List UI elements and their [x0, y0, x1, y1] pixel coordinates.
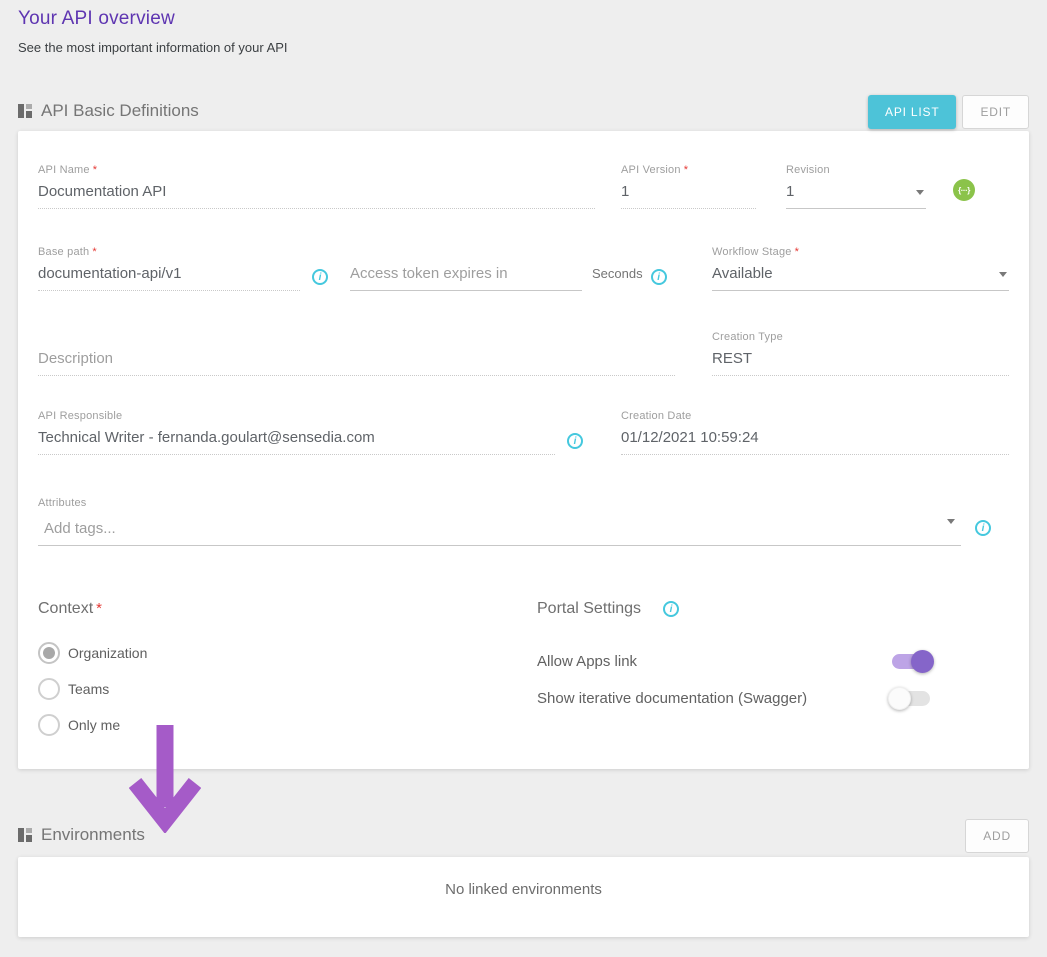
toggle-knob[interactable]: [911, 650, 934, 673]
creation-type-label: Creation Type: [712, 331, 783, 343]
api-responsible-value: Technical Writer - fernanda.goulart@sens…: [38, 422, 555, 455]
api-name-label: API Name *: [38, 164, 98, 176]
basic-definitions-actions: API LIST EDIT: [868, 95, 1029, 129]
chevron-down-icon[interactable]: [999, 272, 1007, 277]
row-basepath-token-workflow: Base path * documentation-api/v1 i Access…: [38, 246, 1009, 291]
environments-card: No linked environments: [18, 857, 1029, 937]
environments-title: Environments: [41, 825, 145, 844]
context-group: Context * Organization Teams Only me: [38, 600, 537, 736]
creation-date-value: 01/12/2021 10:59:24: [621, 422, 1009, 455]
required-asterisk: *: [794, 246, 800, 258]
radio-organization[interactable]: Organization: [38, 642, 537, 664]
toggle-row-swagger-docs: Show iterative documentation (Swagger): [537, 686, 934, 710]
access-token-placeholder: Access token expires in: [350, 258, 582, 291]
info-icon[interactable]: i: [312, 269, 328, 285]
page-subtitle: See the most important information of yo…: [18, 40, 288, 55]
required-asterisk: *: [683, 164, 689, 176]
api-responsible-label: API Responsible: [38, 410, 123, 422]
environments-title-group: Environments: [18, 825, 145, 853]
api-version-label: API Version *: [621, 164, 689, 176]
creation-date-label: Creation Date: [621, 410, 692, 422]
radio-button-icon[interactable]: [38, 642, 60, 664]
radio-only-me[interactable]: Only me: [38, 714, 537, 736]
radio-teams[interactable]: Teams: [38, 678, 537, 700]
seconds-unit-label: Seconds: [592, 266, 643, 281]
attributes-placeholder: Add tags...: [38, 513, 961, 546]
row-api-name-version-revision: API Name * Documentation API API Version *…: [38, 164, 1009, 209]
add-environment-button[interactable]: ADD: [965, 819, 1029, 853]
environments-actions: ADD: [965, 819, 1029, 853]
workflow-stage-select[interactable]: Workflow Stage * Available: [712, 246, 1009, 291]
page-header: Your API overview See the most important…: [0, 0, 1047, 55]
swagger-docs-label: Show iterative documentation (Swagger): [537, 689, 808, 707]
toggle-row-allow-apps-link: Allow Apps link: [537, 649, 934, 673]
context-title: Context *: [38, 600, 102, 617]
chevron-down-icon[interactable]: [916, 190, 924, 195]
radio-button-icon[interactable]: [38, 678, 60, 700]
base-path-value: documentation-api/v1: [38, 258, 300, 291]
api-responsible-field[interactable]: API Responsible Technical Writer - ferna…: [38, 410, 555, 455]
row-responsible-creationdate: API Responsible Technical Writer - ferna…: [38, 410, 1009, 455]
required-asterisk: *: [92, 164, 98, 176]
radio-button-icon[interactable]: [38, 714, 60, 736]
portal-settings-title: Portal Settings: [537, 600, 642, 617]
radio-organization-label: Organization: [68, 645, 148, 661]
radio-teams-label: Teams: [68, 681, 110, 697]
trace-code-icon[interactable]: {···}: [953, 179, 975, 201]
description-field[interactable]: Description: [38, 343, 675, 376]
attributes-tags-input[interactable]: Attributes Add tags...: [38, 497, 961, 546]
edit-button[interactable]: EDIT: [962, 95, 1029, 129]
radio-only-me-label: Only me: [68, 717, 121, 733]
api-version-field[interactable]: API Version * 1: [621, 164, 756, 209]
required-asterisk: *: [92, 246, 97, 258]
info-icon[interactable]: i: [650, 269, 667, 285]
row-attributes: Attributes Add tags... i: [38, 497, 1009, 546]
creation-type-value: REST: [712, 343, 1009, 376]
workflow-stage-value: Available: [712, 258, 1009, 291]
section-grid-icon: [18, 104, 32, 118]
attributes-label: Attributes: [38, 497, 87, 509]
portal-settings-header: Portal Settings i: [537, 600, 934, 618]
info-icon[interactable]: i: [567, 433, 583, 449]
allow-apps-link-label: Allow Apps link: [537, 652, 638, 670]
creation-date-field: Creation Date 01/12/2021 10:59:24: [621, 410, 1009, 455]
required-asterisk: *: [96, 600, 102, 617]
revision-select[interactable]: Revision 1: [786, 164, 926, 209]
info-icon[interactable]: i: [975, 520, 991, 536]
description-placeholder: Description: [38, 343, 675, 376]
access-token-field[interactable]: Access token expires in: [350, 258, 582, 291]
base-path-field[interactable]: Base path * documentation-api/v1: [38, 246, 300, 291]
basic-definitions-title-group: API Basic Definitions: [18, 101, 199, 129]
revision-value: 1: [786, 176, 926, 209]
base-path-label: Base path *: [38, 246, 97, 258]
basic-definitions-card: API Name * Documentation API API Version *…: [18, 131, 1029, 769]
portal-settings-group: Portal Settings i Allow Apps link Show i…: [537, 600, 934, 710]
info-icon[interactable]: i: [663, 601, 680, 617]
revision-label: Revision: [786, 164, 830, 176]
row-context-portal: Context * Organization Teams Only me Port…: [38, 600, 1009, 736]
environments-header: Environments ADD: [18, 819, 1029, 853]
chevron-down-icon[interactable]: [947, 519, 955, 524]
workflow-stage-label: Workflow Stage *: [712, 246, 800, 258]
page-title: Your API overview: [18, 8, 175, 29]
section-grid-icon: [18, 828, 32, 842]
creation-type-field: Creation Type REST: [712, 331, 1009, 376]
swagger-docs-toggle[interactable]: [888, 686, 934, 710]
api-name-field[interactable]: API Name * Documentation API: [38, 164, 595, 209]
row-description-creationtype: Description Creation Type REST: [38, 331, 1009, 376]
api-list-button[interactable]: API LIST: [868, 95, 957, 129]
basic-definitions-title: API Basic Definitions: [41, 101, 199, 120]
toggle-knob[interactable]: [888, 687, 911, 710]
allow-apps-link-toggle[interactable]: [888, 649, 934, 673]
api-version-value: 1: [621, 176, 756, 209]
basic-definitions-header: API Basic Definitions API LIST EDIT: [18, 95, 1029, 129]
api-name-value: Documentation API: [38, 176, 595, 209]
no-environments-message: No linked environments: [445, 881, 602, 898]
